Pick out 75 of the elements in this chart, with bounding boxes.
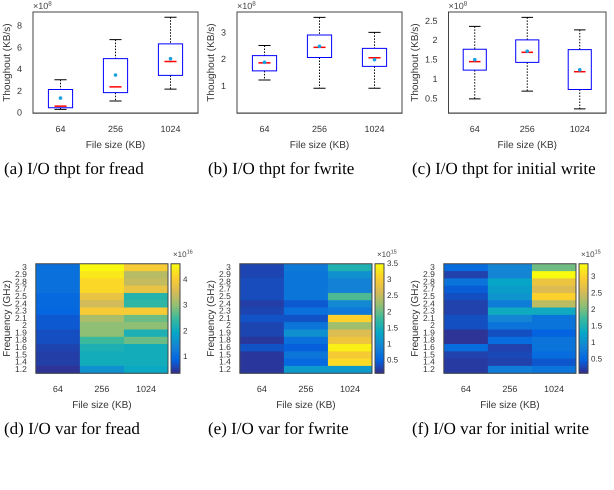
x-tick-label: 256 xyxy=(108,124,124,134)
y-axis-title: Thoughout (KB/s) xyxy=(206,23,217,102)
x-tick-label: 1024 xyxy=(364,124,385,134)
y-tick-label: 2 xyxy=(432,35,438,46)
y-axis-title: Thoughout (KB/s) xyxy=(2,23,13,102)
x-tick-label: 256 xyxy=(520,124,535,134)
y-tick-label: 3 xyxy=(430,262,436,272)
text: (a) I/O thpt for fread xyxy=(3,158,145,180)
y-tick-label: 1 xyxy=(432,74,438,84)
color-bar-label: 4 xyxy=(183,274,188,284)
x-tick-label: 256 xyxy=(298,384,314,394)
y-tick-label: 2 xyxy=(220,54,226,64)
y-tick-label: 6 xyxy=(16,42,22,52)
y-tick-label: 2.4 xyxy=(422,298,436,308)
y-axis-title: Frequency (GHz) xyxy=(2,280,13,357)
text: (c) I/O thpt for initial write xyxy=(411,158,597,180)
color-bar-label: 0.5 xyxy=(387,356,399,365)
y-tick-label: 1.8 xyxy=(218,334,232,345)
x-tick-label: 64 xyxy=(256,384,267,394)
x-tick-label: 1024 xyxy=(160,124,181,134)
text: (b) I/O thpt for fwrite xyxy=(207,158,356,180)
y-tick-label: 4 xyxy=(16,64,22,74)
color-bar-label: 2 xyxy=(183,326,188,336)
color-bar-label: 1 xyxy=(183,352,188,361)
text: (d) I/O var for fread xyxy=(3,418,141,440)
color-bar-label: 2.5 xyxy=(591,288,603,298)
y-tick-label: 2.4 xyxy=(14,298,28,308)
x-tick-label: 64 xyxy=(55,124,66,134)
color-bar-label: 2 xyxy=(387,307,392,316)
y-axis-title: Frequency (GHz) xyxy=(410,280,421,357)
x-axis-title: File size (KB) xyxy=(480,400,540,411)
x-tick-label: 256 xyxy=(312,124,328,134)
x-tick-label: 1024 xyxy=(544,384,564,394)
y-tick-label: 1 xyxy=(220,80,226,91)
x-tick-label: 256 xyxy=(94,384,110,394)
text: (e) I/O var for fwrite xyxy=(207,418,350,440)
x-tick-label: 64 xyxy=(259,124,270,134)
y-tick-label: 2.4 xyxy=(218,298,232,308)
color-bar-label: 3 xyxy=(387,275,392,284)
x-tick-label: 64 xyxy=(460,384,471,394)
y-tick-label: 2 xyxy=(16,86,22,96)
y-tick-label: 1.5 xyxy=(424,54,438,65)
x-tick-label: 1024 xyxy=(570,124,590,134)
y-tick-label: 0 xyxy=(16,108,22,118)
color-bar-label: 3 xyxy=(183,300,188,310)
y-tick-label: 3 xyxy=(226,262,232,272)
x-tick-label: 1024 xyxy=(340,384,360,394)
x-axis-title: File size (KB) xyxy=(276,400,336,411)
x-tick-label: 64 xyxy=(470,124,480,134)
color-bar-label: 3 xyxy=(591,272,596,282)
x-axis-title: File size (KB) xyxy=(72,400,132,411)
color-bar-label: 3.5 xyxy=(387,259,399,268)
color-bar-label: 1.5 xyxy=(387,323,399,332)
x-axis-title: File size (KB) xyxy=(290,140,350,151)
x-tick-label: 64 xyxy=(52,384,63,394)
color-bar-label: 1.5 xyxy=(591,322,603,331)
color-bar-label: 0.5 xyxy=(591,354,603,364)
y-tick-label: 1.8 xyxy=(422,334,436,345)
x-axis-title: File size (KB) xyxy=(498,140,557,151)
y-tick-label: 3 xyxy=(220,27,226,38)
y-tick-label: 2.5 xyxy=(424,16,438,26)
color-bar-label: 2.5 xyxy=(387,291,399,300)
y-axis-title: Thoughout (KB/s) xyxy=(410,23,421,102)
color-bar-label: 1 xyxy=(387,339,392,348)
y-tick-label: 1.8 xyxy=(14,334,28,345)
y-tick-label: 0.5 xyxy=(424,93,438,104)
y-tick-label: 3 xyxy=(22,262,28,272)
x-tick-label: 1024 xyxy=(136,384,156,394)
x-tick-label: 256 xyxy=(502,384,518,394)
x-axis-title: File size (KB) xyxy=(86,140,146,151)
y-axis-title: Frequency (GHz) xyxy=(206,280,217,357)
color-bar-label: 1 xyxy=(591,338,596,348)
text: (f) I/O var for initial write xyxy=(411,418,590,440)
y-tick-label: 8 xyxy=(16,20,22,31)
color-bar-label: 2 xyxy=(591,305,596,314)
